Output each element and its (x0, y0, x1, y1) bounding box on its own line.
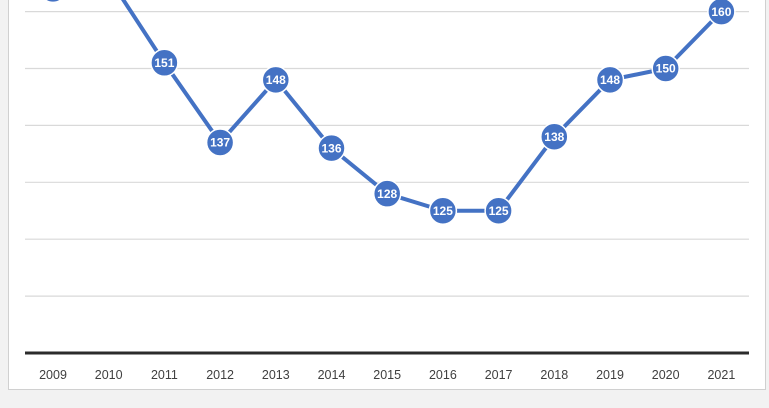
data-point (44, 0, 62, 4)
x-tick-label: 2011 (151, 368, 178, 382)
x-tick-label: 2020 (652, 368, 680, 382)
x-tick-label: 2017 (485, 368, 513, 382)
data-label: 151 (154, 56, 174, 70)
x-tick-label: 2014 (318, 368, 346, 382)
data-point (540, 122, 569, 152)
data-point (484, 196, 513, 225)
gridlines (25, 10, 749, 297)
line-chart: 164166151137148136128125125138148150160 … (25, 0, 749, 382)
data-label: 125 (489, 204, 509, 218)
data-point (707, 0, 736, 26)
x-tick-label: 2010 (95, 368, 123, 382)
x-tick-label: 2009 (39, 368, 67, 382)
x-tick-label: 2019 (596, 368, 624, 382)
data-point (428, 196, 458, 225)
x-tick-label: 2016 (429, 368, 457, 382)
data-point (150, 48, 179, 78)
data-point (651, 54, 680, 83)
x-tick-labels: 2009 2010 2011 2012 2013 2014 2015 2016 2017 2018… (39, 368, 735, 382)
data-label: 160 (711, 5, 731, 19)
data-label: 136 (321, 141, 341, 155)
series-line (121, 0, 723, 213)
data-points: 164166151137148136128125125138148150160 (44, 0, 736, 225)
data-label: 125 (433, 204, 453, 218)
x-tick-label: 2012 (206, 368, 234, 382)
data-point (595, 65, 625, 95)
x-tick-label: 2021 (707, 368, 735, 382)
x-tick-label: 2013 (262, 368, 290, 382)
data-point (261, 65, 291, 95)
data-label: 137 (210, 136, 230, 150)
data-label: 148 (266, 73, 286, 87)
data-label: 148 (600, 73, 620, 87)
data-point (205, 128, 235, 157)
data-point (372, 179, 402, 208)
x-tick-label: 2015 (373, 368, 401, 382)
x-tick-label: 2018 (540, 368, 568, 382)
chart-frame: 164166151137148136128125125138148150160 … (8, 0, 766, 390)
data-label: 128 (377, 187, 397, 201)
data-label: 150 (656, 62, 676, 76)
data-label: 138 (544, 130, 564, 144)
data-point (317, 133, 346, 163)
